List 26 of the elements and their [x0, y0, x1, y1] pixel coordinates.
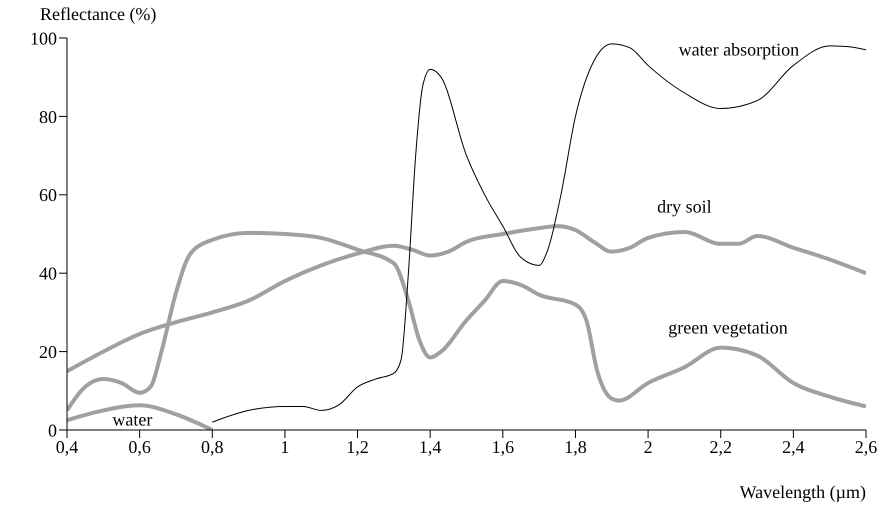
x-tick-label: 2,6: [854, 436, 878, 457]
x-axis-title: Wavelength (µm): [740, 482, 866, 503]
x-tick-label: 0,4: [56, 436, 78, 457]
series-label: green vegetation: [668, 318, 788, 339]
line-series: [212, 43, 866, 423]
y-tick-label: 100: [30, 28, 57, 48]
y-tick-label: 0: [48, 420, 57, 440]
x-tick-label: 2,2: [709, 436, 732, 457]
x-tick-label: 1,6: [492, 436, 514, 457]
x-tick-label: 0,6: [128, 436, 151, 457]
x-tick-label: 1: [280, 436, 290, 457]
y-tick-label: 40: [39, 264, 57, 284]
y-axis-title: Reflectance (%): [40, 4, 156, 25]
y-tick-label: 20: [39, 342, 57, 362]
line-series: [67, 403, 214, 430]
x-tick-label: 1,2: [346, 436, 369, 457]
y-tick-label: 60: [39, 185, 57, 206]
x-tick-label: 2: [644, 436, 653, 457]
x-tick-label: 1,4: [418, 436, 442, 457]
series-label: water absorption: [678, 39, 800, 60]
x-tick-label: 2,4: [782, 436, 805, 457]
x-tick-label: 1,8: [564, 436, 587, 457]
series-label: dry soil: [657, 196, 712, 218]
y-tick-label: 80: [39, 106, 57, 127]
x-tick-label: 0,8: [201, 436, 224, 457]
series-label: water: [112, 410, 152, 431]
